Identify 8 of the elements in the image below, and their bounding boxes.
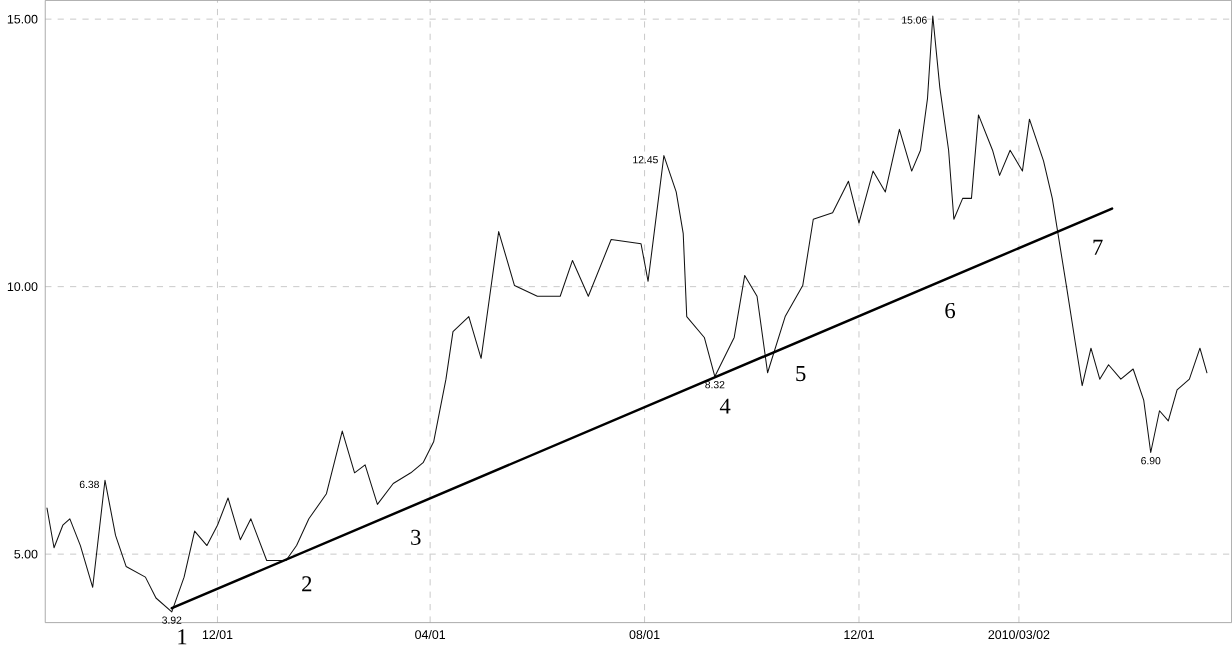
- line-series: [46, 15, 1208, 613]
- annotation: 5: [796, 365, 806, 381]
- annotation: 2: [302, 576, 312, 592]
- annotation: 7: [1093, 239, 1103, 255]
- annotation: 3: [411, 529, 421, 545]
- annotation: 6: [945, 302, 956, 319]
- annotation: 4: [719, 398, 731, 414]
- annotation: 1: [178, 629, 187, 645]
